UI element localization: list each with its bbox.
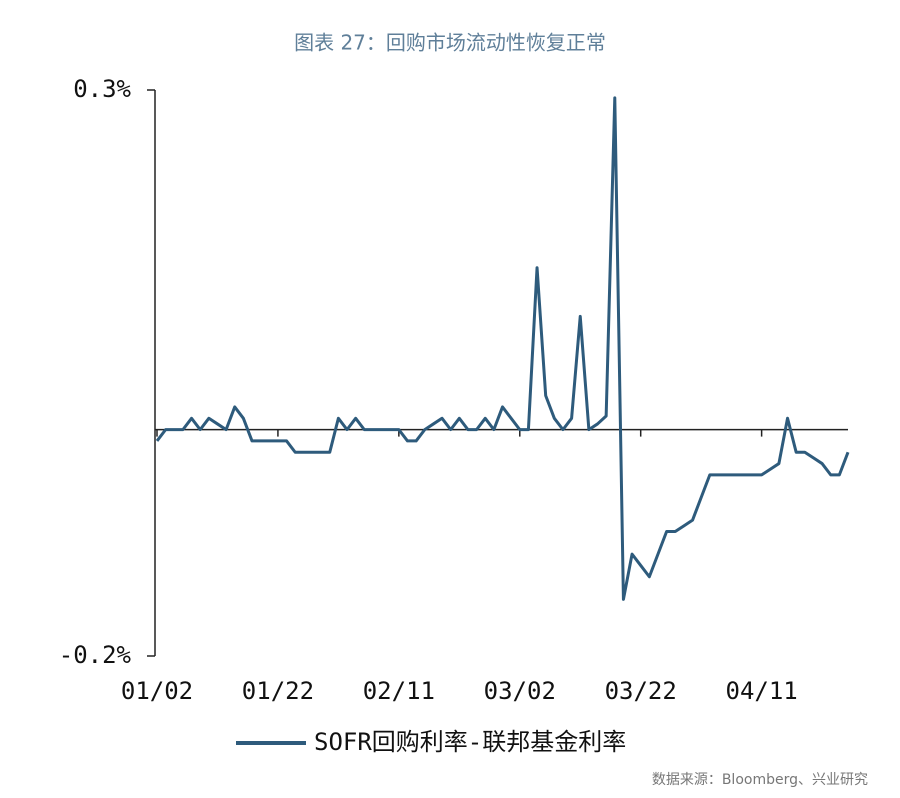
x-tick-label: 03/22 xyxy=(605,677,677,705)
x-tick-label: 01/22 xyxy=(242,677,314,705)
source-note: 数据来源：Bloomberg、兴业研究 xyxy=(652,772,868,788)
x-tick-label: 01/02 xyxy=(121,677,193,705)
x-tick-label: 04/11 xyxy=(726,677,798,705)
legend-label: SOFR回购利率-联邦基金利率 xyxy=(314,728,626,756)
data-line xyxy=(155,96,850,601)
chart-title: 图表 27：回购市场流动性恢复正常 xyxy=(294,31,606,55)
x-tick-label: 03/02 xyxy=(484,677,556,705)
x-tick-label: 02/11 xyxy=(363,677,435,705)
y-tick-label: -0.2% xyxy=(59,641,132,669)
y-tick-label: 0.3% xyxy=(73,75,131,103)
